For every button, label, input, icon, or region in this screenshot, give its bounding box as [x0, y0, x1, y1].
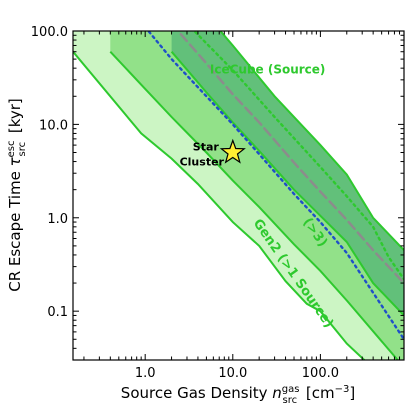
y-axis-label: CR Escape Time τescsrc [kyr] — [6, 98, 28, 292]
y-tick-label: 10.0 — [39, 118, 68, 133]
y-tick-label: 100.0 — [31, 25, 68, 40]
band-layer — [73, 31, 404, 360]
plot-frame — [72, 30, 405, 361]
y-tick-label: 1.0 — [47, 212, 68, 227]
x-tick-label: 10.0 — [218, 366, 247, 381]
star-cluster-label-line-1: Star — [193, 141, 220, 154]
band-gen2-1-source-lower-edge — [73, 51, 366, 360]
star-cluster-marker — [219, 138, 246, 164]
tick-layer: 1.0 10.0 100.0 0.1 1.0 10.0 100.0 — [31, 25, 405, 381]
series-line-1-dotted — [192, 31, 404, 281]
band-gen2-1-source — [73, 31, 404, 360]
x-tick-label: 1.0 — [135, 366, 156, 381]
x-axis-label: Source Gas Density ngas src [cm−3] — [121, 384, 355, 406]
marker-layer: Star Cluster — [180, 138, 246, 169]
band-3 — [110, 31, 404, 360]
band-3-lower-edge — [109, 51, 399, 360]
series-line-3-dotted — [146, 31, 404, 341]
y-tick-label: 0.1 — [47, 305, 68, 320]
x-tick-label: 100.0 — [302, 366, 339, 381]
annotation-icecube-source: IceCube (Source) — [210, 63, 326, 77]
band-icecube-source — [171, 31, 404, 316]
star-cluster-label-line-2: Cluster — [180, 156, 225, 169]
series-line-2-dashed — [176, 31, 404, 285]
line-layer — [146, 31, 404, 341]
band-icecube-source-upper-edge — [219, 31, 404, 251]
band-icecube-source-lower-edge — [170, 51, 404, 317]
